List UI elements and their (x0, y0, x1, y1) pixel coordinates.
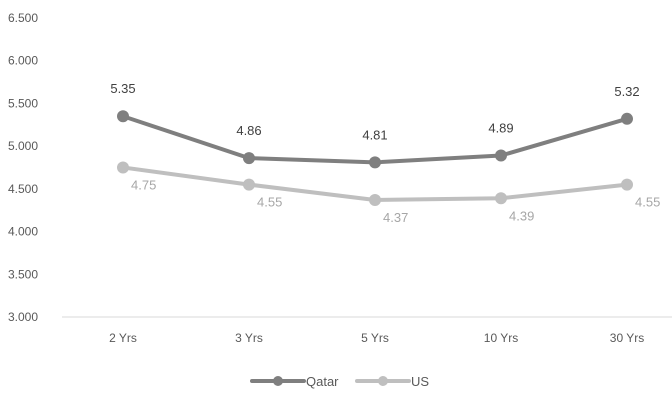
legend-item-qatar: Qatar (250, 374, 339, 389)
data-point (243, 152, 255, 165)
data-label: 4.86 (236, 123, 261, 138)
y-tick-label: 3.500 (8, 267, 38, 281)
data-point (621, 112, 633, 125)
y-tick-label: 3.000 (8, 310, 38, 324)
data-label: 4.39 (509, 208, 534, 223)
legend-label: Qatar (306, 374, 339, 389)
legend-marker (378, 376, 388, 386)
data-label: 5.32 (614, 84, 639, 99)
data-label: 4.55 (257, 195, 282, 210)
legend-label: US (411, 374, 429, 389)
data-label: 5.35 (110, 81, 135, 96)
data-point (117, 161, 129, 174)
x-tick-label: 30 Yrs (610, 331, 644, 345)
x-axis-tick-labels: 2 Yrs 3 Yrs 5 Yrs 10 Yrs 30 Yrs (109, 331, 644, 345)
data-point (495, 149, 507, 162)
data-label: 4.89 (488, 121, 513, 136)
x-tick-label: 10 Yrs (484, 331, 518, 345)
series-layer: 5.35 4.86 4.81 4.89 5.32 4.75 4.55 4.37 4.39 4.55 (110, 81, 660, 225)
y-tick-label: 5.500 (8, 96, 38, 110)
data-label: 4.81 (362, 127, 387, 142)
data-point (621, 178, 633, 191)
data-point (369, 193, 381, 206)
x-tick-label: 5 Yrs (361, 331, 389, 345)
y-tick-label: 4.500 (8, 182, 38, 196)
x-tick-label: 3 Yrs (235, 331, 263, 345)
data-label: 4.75 (131, 178, 156, 193)
y-tick-label: 4.000 (8, 225, 38, 239)
y-tick-label: 6.000 (8, 54, 38, 68)
data-label: 4.37 (383, 210, 408, 225)
y-axis-tick-labels: 3.000 3.500 4.000 4.500 5.000 5.500 6.000 6.500 (8, 11, 38, 324)
legend-item-us: US (355, 374, 429, 389)
x-tick-label: 2 Yrs (109, 331, 137, 345)
y-tick-label: 5.000 (8, 139, 38, 153)
series-qatar: 5.35 4.86 4.81 4.89 5.32 (110, 81, 640, 169)
data-point (369, 156, 381, 169)
data-label: 4.55 (635, 195, 660, 210)
data-point (495, 192, 507, 205)
legend: Qatar US (250, 374, 429, 389)
legend-marker (273, 376, 283, 386)
y-tick-label: 6.500 (8, 11, 38, 25)
data-point (117, 110, 129, 123)
series-us: 4.75 4.55 4.37 4.39 4.55 (117, 161, 660, 225)
data-point (243, 178, 255, 191)
